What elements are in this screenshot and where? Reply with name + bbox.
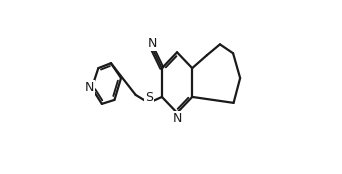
Text: N: N — [84, 81, 94, 94]
Text: N: N — [172, 112, 182, 125]
Text: S: S — [145, 91, 153, 104]
Text: N: N — [172, 112, 182, 125]
Text: N: N — [148, 37, 157, 50]
Text: S: S — [145, 91, 153, 104]
Text: N: N — [148, 37, 157, 50]
Text: N: N — [84, 81, 94, 94]
